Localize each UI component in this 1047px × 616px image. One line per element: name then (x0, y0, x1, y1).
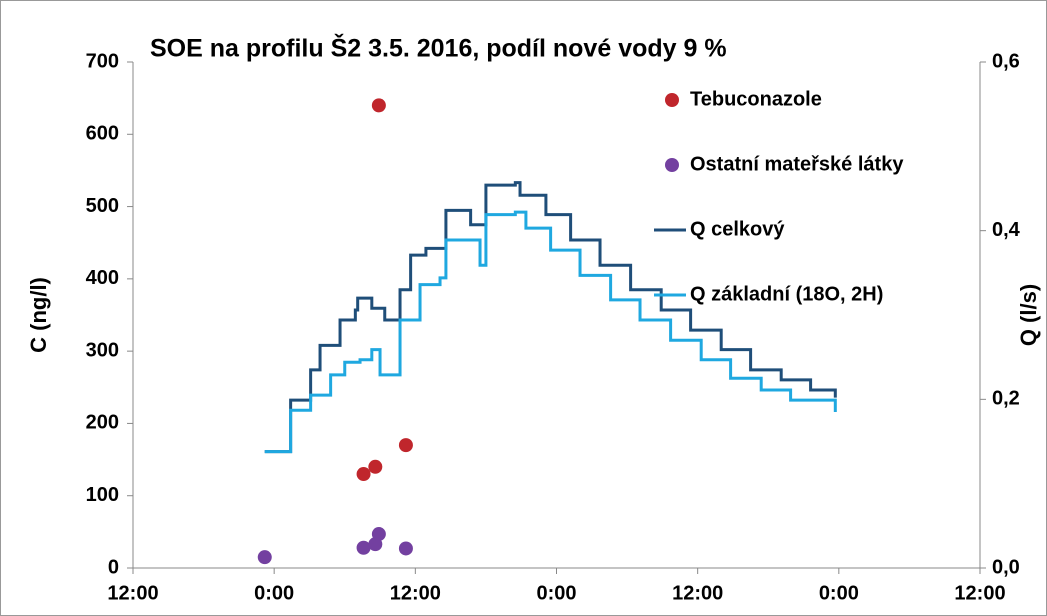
y2-axis-label: Q (l/s) (1016, 284, 1041, 346)
y-tick-label: 700 (86, 50, 119, 72)
scatter-point (398, 541, 413, 556)
x-tick-label: 12:00 (672, 582, 723, 604)
y2-tick-label: 0,2 (992, 388, 1020, 410)
legend-label: Q celkový (690, 218, 785, 240)
scatter-point (356, 467, 371, 482)
y-axis-label: C (ng/l) (26, 277, 51, 353)
legend-marker (665, 93, 679, 107)
x-tick-label: 12:00 (390, 582, 441, 604)
x-tick-label: 12:00 (954, 582, 1005, 604)
legend-label: Q základní (18O, 2H) (690, 283, 883, 305)
scatter-point (368, 459, 383, 474)
y-tick-label: 100 (86, 484, 119, 506)
q-line (264, 210, 837, 454)
legend-label: Tebuconazole (690, 88, 822, 110)
y2-tick-label: 0,0 (992, 556, 1020, 578)
y-tick-label: 200 (86, 412, 119, 434)
x-tick-label: 12:00 (107, 582, 158, 604)
y2-tick-label: 0,4 (992, 219, 1021, 241)
legend-label: Ostatní mateřské látky (690, 153, 904, 175)
q-line (264, 181, 837, 454)
scatter-point (356, 540, 371, 555)
scatter-point (398, 438, 413, 453)
chart-title: SOE na profilu Š2 3.5. 2016, podíl nové … (150, 33, 727, 63)
x-tick-label: 0:00 (254, 582, 294, 604)
y-tick-label: 300 (86, 339, 119, 361)
y-tick-label: 600 (86, 123, 119, 145)
scatter-point (371, 527, 386, 542)
legend-marker (665, 158, 679, 172)
y2-tick-label: 0,6 (992, 50, 1020, 72)
y-tick-label: 400 (86, 267, 119, 289)
y-tick-label: 0 (108, 556, 119, 578)
y-tick-label: 500 (86, 195, 119, 217)
x-tick-label: 0:00 (536, 582, 576, 604)
scatter-point (257, 550, 272, 565)
scatter-point (371, 98, 386, 113)
x-tick-label: 0:00 (819, 582, 859, 604)
